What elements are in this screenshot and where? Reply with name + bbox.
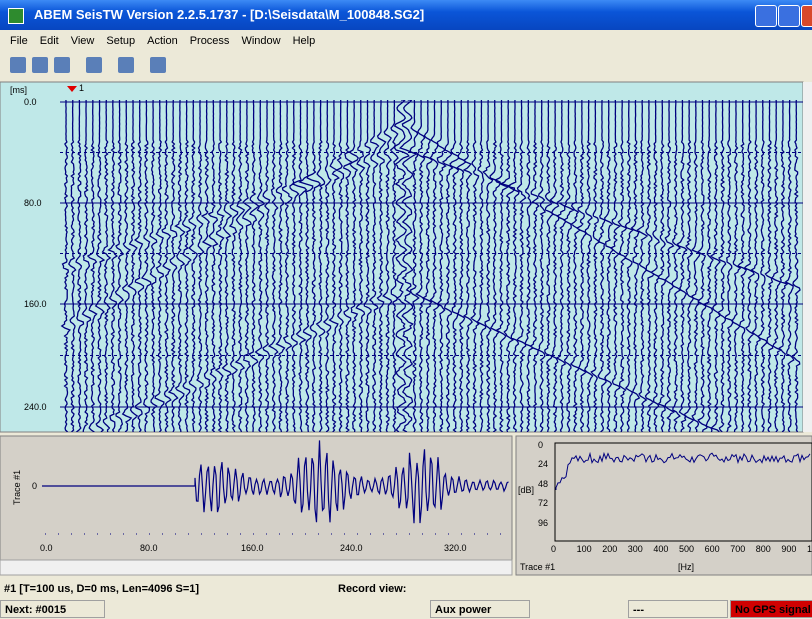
trace-time-label: 0.0 (40, 543, 53, 553)
status-field: --- (628, 600, 728, 618)
views: 0.0 80.0 160.0 240.0 [ms] 1 Trace #1 0 0.0 80.0 16… (0, 0, 812, 619)
unit-label: [ms] (10, 85, 27, 95)
spectrum-bg (516, 436, 812, 575)
db-label: 24 (538, 459, 548, 469)
trace-time-label: 240.0 (340, 543, 363, 553)
status-field: Next: #0015 (0, 600, 105, 618)
hz-label: 500 (679, 544, 694, 554)
status-field: No GPS signal (730, 600, 812, 618)
db-label: 96 (538, 518, 548, 528)
hz-label: 400 (653, 544, 668, 554)
hz-label: 200 (602, 544, 617, 554)
hz-label: 0 (551, 544, 556, 554)
status-field: Aux power (430, 600, 530, 618)
trace-time-label: 80.0 (140, 543, 158, 553)
time-label: 160.0 (24, 299, 47, 309)
hz-label: 900 (781, 544, 796, 554)
db-label: 0 (538, 440, 543, 450)
time-label: 240.0 (24, 402, 47, 412)
spectrum-trace-label: Trace #1 (520, 562, 555, 572)
hz-label: 800 (756, 544, 771, 554)
zero-label: 0 (32, 481, 37, 491)
marker-label: 1 (79, 83, 84, 93)
hz-label: 700 (730, 544, 745, 554)
time-label: 80.0 (24, 198, 42, 208)
trace-info: #1 [T=100 us, D=0 ms, Len=4096 S=1] (4, 583, 199, 595)
hz-label: 1000 (807, 544, 812, 554)
scrollbar (803, 82, 812, 432)
trace-label: Trace #1 (12, 470, 22, 505)
trace-time-label: 160.0 (241, 543, 264, 553)
hz-label: 100 (577, 544, 592, 554)
hz-unit: [Hz] (678, 562, 694, 572)
trace-time-label: 320.0 (444, 543, 467, 553)
record-view-label: Record view: (338, 583, 406, 595)
hz-label: 600 (705, 544, 720, 554)
db-label: 72 (538, 498, 548, 508)
hz-label: 300 (628, 544, 643, 554)
db-unit: [dB] (518, 485, 534, 495)
app-window: ABEM SeisTW Version 2.2.5.1737 - [D:\Sei… (0, 0, 812, 619)
time-label: 0.0 (24, 97, 37, 107)
h-scrollbar (0, 560, 512, 575)
db-label: 48 (538, 479, 548, 489)
